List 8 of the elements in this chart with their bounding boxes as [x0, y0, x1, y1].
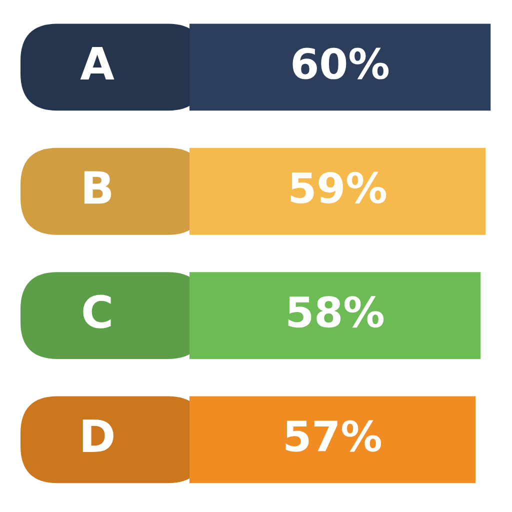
- y-tick-label: A: [80, 47, 114, 80]
- data-label: 57%: [286, 420, 382, 452]
- data-label: 60%: [292, 48, 389, 80]
- y-tick-label: D: [82, 420, 114, 452]
- y-tick-label: B: [84, 171, 112, 204]
- data-label: 59%: [290, 172, 386, 204]
- y-tick-label: C: [83, 294, 111, 328]
- data-label: 58%: [288, 296, 384, 328]
